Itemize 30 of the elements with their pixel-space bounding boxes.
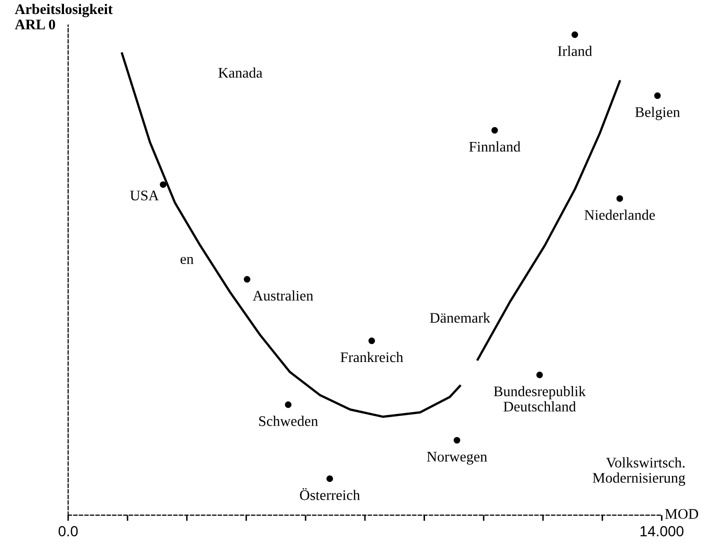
point [616,195,624,202]
x-axis-title: MOD [665,509,698,519]
point [572,31,578,38]
series-label: Schweden [259,416,318,426]
annotation: en [180,256,194,264]
point [654,92,661,99]
annotation: Volkswirtsch. Modernisierung [592,457,686,486]
annotation: Kanada [218,67,262,78]
series-label: Norwegen [426,452,488,465]
x-tick-label: 14.000 [640,526,684,536]
point [160,181,166,188]
series-label: Österreich [300,488,360,500]
point [454,436,460,444]
series-label: Frankreich [340,352,404,362]
point [536,372,543,378]
x-tick-label: 0.0 [58,526,78,536]
point [326,475,334,482]
point [284,401,292,408]
series-label: Bundesrepublik Deutschland [494,386,586,412]
point [368,337,376,344]
y-axis-title: Arbeitslosigkeit ARL 0 [14,4,113,30]
point [244,276,250,283]
series-label: Belgien [635,106,680,120]
annotation: Dänemark [430,312,490,323]
point [491,127,498,134]
series-label: Niederlande [584,210,655,220]
series-label: USA [130,190,159,200]
series-label: Finnland [469,141,520,152]
series-label: Australien [252,290,314,301]
series-label: Irland [558,46,592,56]
